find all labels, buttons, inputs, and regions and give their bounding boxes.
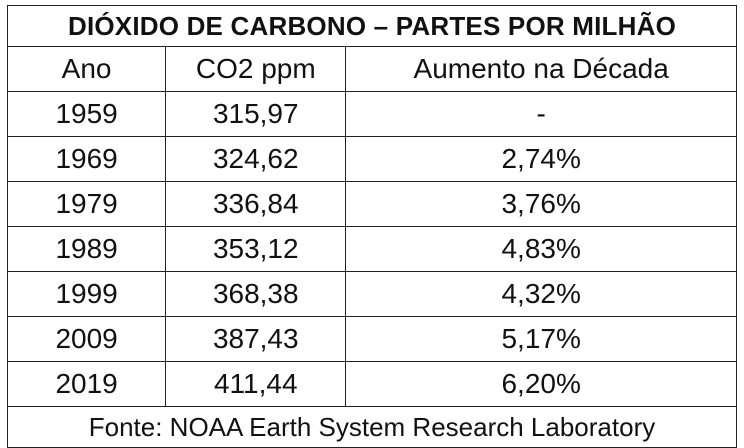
table-row: 1959 315,97 - [6, 91, 737, 137]
cell-ppm: 315,97 [165, 91, 347, 137]
table-row: 2009 387,43 5,17% [6, 316, 737, 362]
cell-year: 1989 [6, 226, 167, 272]
co2-table: DIÓXIDO DE CARBONO – PARTES POR MILHÃO A… [6, 5, 737, 448]
cell-year: 1999 [6, 271, 167, 317]
column-header-aumento: Aumento na Década [345, 46, 737, 92]
cell-year: 1969 [6, 136, 167, 182]
table-title: DIÓXIDO DE CARBONO – PARTES POR MILHÃO [7, 5, 737, 47]
column-header-ano: Ano [6, 46, 167, 92]
source-note: Fonte: NOAA Earth System Research Labora… [7, 406, 737, 448]
column-header-co2: CO2 ppm [165, 46, 347, 92]
table-row: 1969 324,62 2,74% [6, 136, 737, 182]
table-row: 1989 353,12 4,83% [6, 226, 737, 272]
cell-increase: 5,17% [345, 316, 737, 362]
cell-year: 2009 [6, 316, 167, 362]
cell-ppm: 324,62 [165, 136, 347, 182]
table-row: 2019 411,44 6,20% [6, 361, 737, 407]
cell-ppm: 387,43 [165, 316, 347, 362]
cell-increase: 4,83% [345, 226, 737, 272]
cell-increase: 6,20% [345, 361, 737, 407]
table-row: 1979 336,84 3,76% [6, 181, 737, 227]
cell-ppm: 368,38 [165, 271, 347, 317]
cell-increase: 3,76% [345, 181, 737, 227]
cell-ppm: 336,84 [165, 181, 347, 227]
table-figure: DIÓXIDO DE CARBONO – PARTES POR MILHÃO A… [6, 5, 737, 448]
header-row: Ano CO2 ppm Aumento na Década [6, 46, 737, 92]
table-row: 1999 368,38 4,32% [6, 271, 737, 317]
cell-year: 1979 [6, 181, 167, 227]
cell-increase: 2,74% [345, 136, 737, 182]
cell-increase: - [345, 91, 737, 137]
cell-year: 1959 [6, 91, 167, 137]
cell-ppm: 411,44 [165, 361, 347, 407]
cell-increase: 4,32% [345, 271, 737, 317]
cell-year: 2019 [6, 361, 167, 407]
cell-ppm: 353,12 [165, 226, 347, 272]
